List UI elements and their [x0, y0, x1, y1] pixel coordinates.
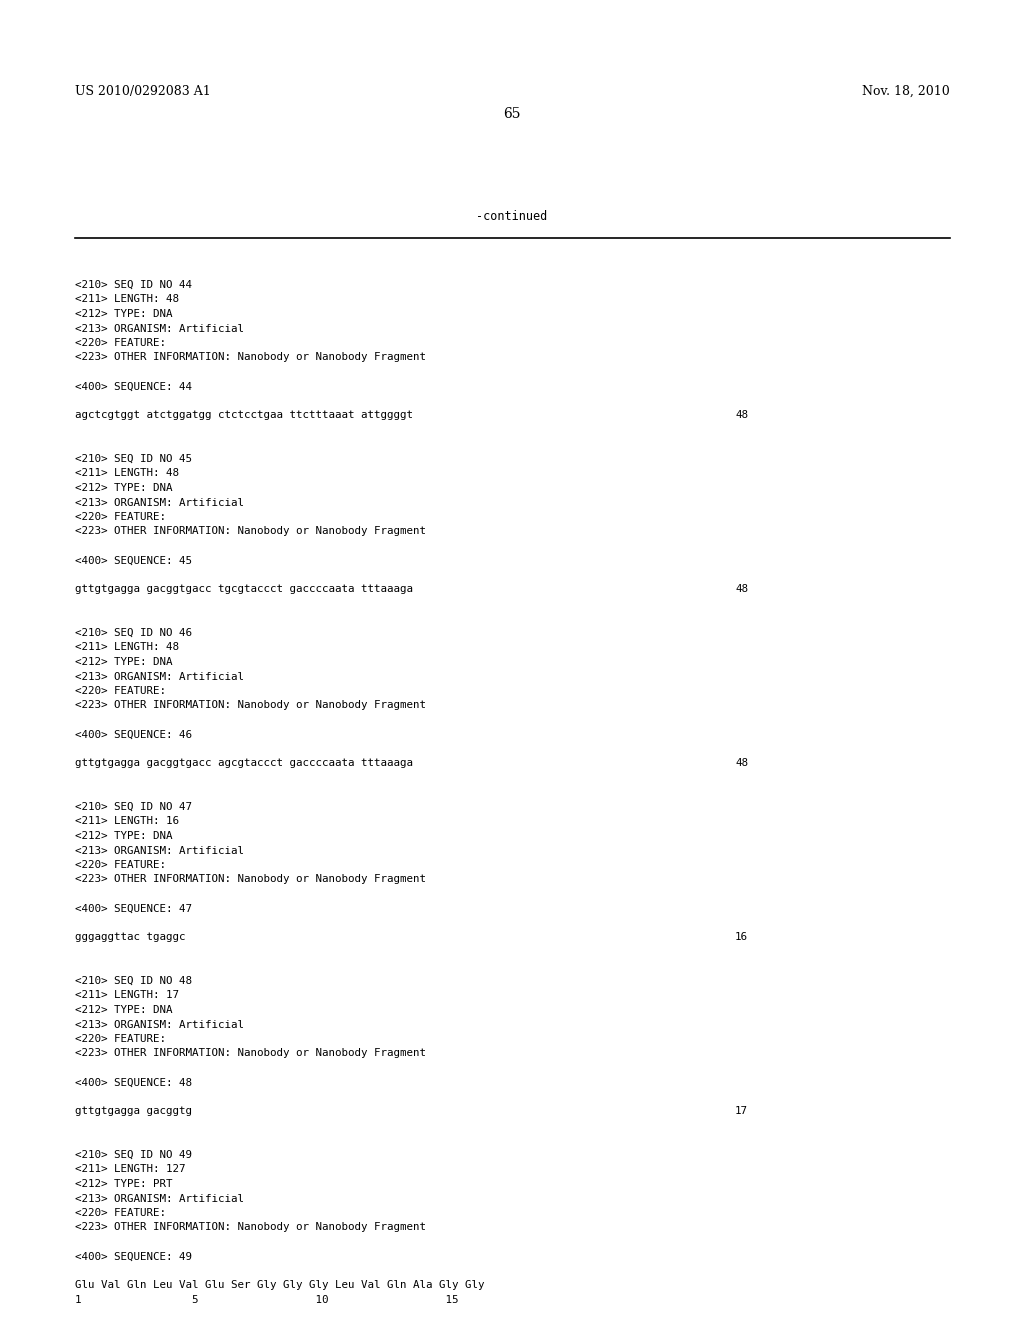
Text: <213> ORGANISM: Artificial: <213> ORGANISM: Artificial: [75, 498, 244, 507]
Text: <213> ORGANISM: Artificial: <213> ORGANISM: Artificial: [75, 1193, 244, 1204]
Text: <211> LENGTH: 48: <211> LENGTH: 48: [75, 294, 179, 305]
Text: 48: 48: [735, 411, 748, 421]
Text: 48: 48: [735, 585, 748, 594]
Text: <400> SEQUENCE: 49: <400> SEQUENCE: 49: [75, 1251, 193, 1262]
Text: <212> TYPE: DNA: <212> TYPE: DNA: [75, 483, 172, 492]
Text: <220> FEATURE:: <220> FEATURE:: [75, 512, 166, 521]
Text: <211> LENGTH: 127: <211> LENGTH: 127: [75, 1164, 185, 1175]
Text: <223> OTHER INFORMATION: Nanobody or Nanobody Fragment: <223> OTHER INFORMATION: Nanobody or Nan…: [75, 1222, 426, 1233]
Text: <220> FEATURE:: <220> FEATURE:: [75, 1034, 166, 1044]
Text: <213> ORGANISM: Artificial: <213> ORGANISM: Artificial: [75, 672, 244, 681]
Text: 16: 16: [735, 932, 748, 942]
Text: <400> SEQUENCE: 48: <400> SEQUENCE: 48: [75, 1077, 193, 1088]
Text: <223> OTHER INFORMATION: Nanobody or Nanobody Fragment: <223> OTHER INFORMATION: Nanobody or Nan…: [75, 701, 426, 710]
Text: <210> SEQ ID NO 49: <210> SEQ ID NO 49: [75, 1150, 193, 1160]
Text: gttgtgagga gacggtgacc tgcgtaccct gaccccaata tttaaaga: gttgtgagga gacggtgacc tgcgtaccct gacccca…: [75, 585, 413, 594]
Text: Nov. 18, 2010: Nov. 18, 2010: [862, 84, 950, 98]
Text: US 2010/0292083 A1: US 2010/0292083 A1: [75, 84, 211, 98]
Text: <212> TYPE: DNA: <212> TYPE: DNA: [75, 1005, 172, 1015]
Text: <211> LENGTH: 17: <211> LENGTH: 17: [75, 990, 179, 1001]
Text: <223> OTHER INFORMATION: Nanobody or Nanobody Fragment: <223> OTHER INFORMATION: Nanobody or Nan…: [75, 527, 426, 536]
Text: <210> SEQ ID NO 44: <210> SEQ ID NO 44: [75, 280, 193, 290]
Text: -continued: -continued: [476, 210, 548, 223]
Text: <211> LENGTH: 16: <211> LENGTH: 16: [75, 817, 179, 826]
Text: <213> ORGANISM: Artificial: <213> ORGANISM: Artificial: [75, 846, 244, 855]
Text: 65: 65: [503, 107, 521, 121]
Text: <212> TYPE: DNA: <212> TYPE: DNA: [75, 657, 172, 667]
Text: <220> FEATURE:: <220> FEATURE:: [75, 861, 166, 870]
Text: gttgtgagga gacggtg: gttgtgagga gacggtg: [75, 1106, 193, 1117]
Text: <210> SEQ ID NO 47: <210> SEQ ID NO 47: [75, 803, 193, 812]
Text: <220> FEATURE:: <220> FEATURE:: [75, 686, 166, 696]
Text: <400> SEQUENCE: 46: <400> SEQUENCE: 46: [75, 730, 193, 739]
Text: <400> SEQUENCE: 44: <400> SEQUENCE: 44: [75, 381, 193, 392]
Text: <400> SEQUENCE: 45: <400> SEQUENCE: 45: [75, 556, 193, 565]
Text: <213> ORGANISM: Artificial: <213> ORGANISM: Artificial: [75, 1019, 244, 1030]
Text: <210> SEQ ID NO 48: <210> SEQ ID NO 48: [75, 975, 193, 986]
Text: <223> OTHER INFORMATION: Nanobody or Nanobody Fragment: <223> OTHER INFORMATION: Nanobody or Nan…: [75, 1048, 426, 1059]
Text: <211> LENGTH: 48: <211> LENGTH: 48: [75, 469, 179, 479]
Text: <400> SEQUENCE: 47: <400> SEQUENCE: 47: [75, 903, 193, 913]
Text: <223> OTHER INFORMATION: Nanobody or Nanobody Fragment: <223> OTHER INFORMATION: Nanobody or Nan…: [75, 874, 426, 884]
Text: <220> FEATURE:: <220> FEATURE:: [75, 1208, 166, 1218]
Text: gttgtgagga gacggtgacc agcgtaccct gaccccaata tttaaaga: gttgtgagga gacggtgacc agcgtaccct gacccca…: [75, 759, 413, 768]
Text: <210> SEQ ID NO 45: <210> SEQ ID NO 45: [75, 454, 193, 465]
Text: 17: 17: [735, 1106, 748, 1117]
Text: 1                 5                  10                  15: 1 5 10 15: [75, 1295, 459, 1305]
Text: gggaggttac tgaggc: gggaggttac tgaggc: [75, 932, 185, 942]
Text: <211> LENGTH: 48: <211> LENGTH: 48: [75, 643, 179, 652]
Text: <212> TYPE: DNA: <212> TYPE: DNA: [75, 309, 172, 319]
Text: <223> OTHER INFORMATION: Nanobody or Nanobody Fragment: <223> OTHER INFORMATION: Nanobody or Nan…: [75, 352, 426, 363]
Text: Glu Val Gln Leu Val Glu Ser Gly Gly Gly Leu Val Gln Ala Gly Gly: Glu Val Gln Leu Val Glu Ser Gly Gly Gly …: [75, 1280, 484, 1291]
Text: <210> SEQ ID NO 46: <210> SEQ ID NO 46: [75, 628, 193, 638]
Text: <212> TYPE: PRT: <212> TYPE: PRT: [75, 1179, 172, 1189]
Text: <213> ORGANISM: Artificial: <213> ORGANISM: Artificial: [75, 323, 244, 334]
Text: 48: 48: [735, 759, 748, 768]
Text: agctcgtggt atctggatgg ctctcctgaa ttctttaaat attggggt: agctcgtggt atctggatgg ctctcctgaa ttcttta…: [75, 411, 413, 421]
Text: <220> FEATURE:: <220> FEATURE:: [75, 338, 166, 348]
Text: <212> TYPE: DNA: <212> TYPE: DNA: [75, 832, 172, 841]
